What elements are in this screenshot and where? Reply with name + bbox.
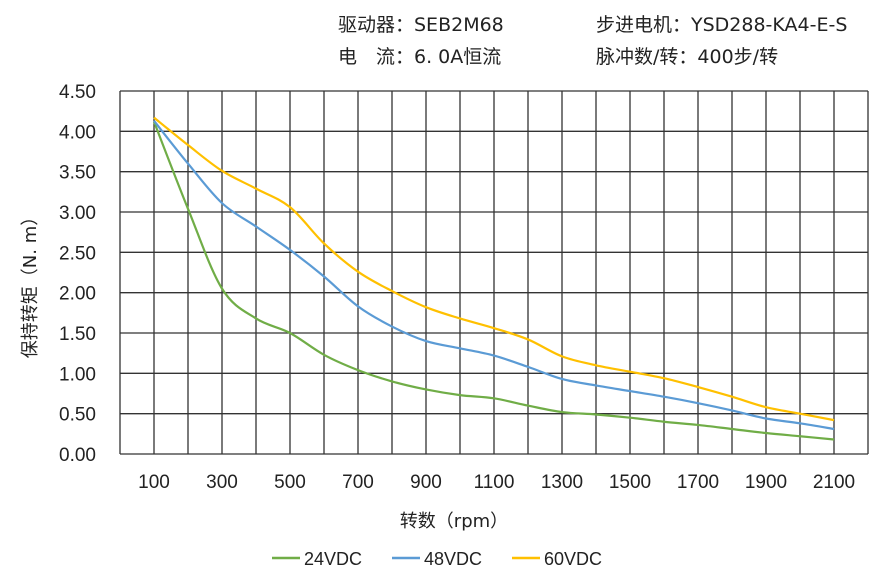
- y-tick-label: 4.50: [59, 82, 96, 103]
- x-tick-label: 100: [138, 472, 170, 493]
- grid: [119, 90, 869, 455]
- series-line-60VDC: [153, 116, 835, 422]
- series-lines: [152, 116, 835, 441]
- x-tick-label: 900: [410, 472, 442, 493]
- legend: 24VDC 48VDC 60VDC: [272, 549, 602, 569]
- motor-info: 步进电机：YSD288-KA4-E-S: [596, 14, 848, 36]
- x-tick-label: 1900: [745, 472, 787, 493]
- y-tick-label: 1.00: [59, 364, 96, 385]
- series-line-48VDC: [153, 120, 835, 431]
- pulses-info: 脉冲数/转：400步/转: [596, 46, 779, 68]
- y-tick-label: 0.50: [59, 405, 96, 426]
- x-tick-label: 1700: [677, 472, 719, 493]
- x-axis-label: 转数（rpm）: [400, 511, 508, 532]
- current-info: 电 流：6. 0A恒流: [338, 46, 502, 68]
- x-tick-label: 1300: [541, 472, 583, 493]
- x-tick-label: 1500: [609, 472, 651, 493]
- y-tick-label: 4.00: [59, 122, 96, 143]
- y-tick-label: 3.50: [59, 163, 96, 184]
- driver-info: 驱动器：SEB2M68: [338, 14, 504, 36]
- x-tick-label: 700: [342, 472, 374, 493]
- legend-label: 24VDC: [304, 549, 362, 569]
- y-tick-label: 2.00: [59, 284, 96, 305]
- x-tick-label: 500: [274, 472, 306, 493]
- y-axis-label: 保持转矩（N. m）: [20, 208, 41, 358]
- tick-labels: 0.00 0.50 1.00 1.50 2.00 2.50 3.00 3.50 4.00 4.50…: [59, 82, 855, 493]
- series-line-24VDC: [152, 121, 835, 441]
- x-tick-label: 2100: [813, 472, 855, 493]
- x-tick-label: 300: [206, 472, 238, 493]
- legend-label: 60VDC: [544, 549, 602, 569]
- y-tick-label: 3.00: [59, 203, 96, 224]
- y-tick-label: 1.50: [59, 324, 96, 345]
- y-tick-label: 0.00: [59, 445, 96, 466]
- y-tick-label: 2.50: [59, 243, 96, 264]
- x-tick-label: 1100: [474, 472, 515, 493]
- legend-label: 48VDC: [424, 549, 482, 569]
